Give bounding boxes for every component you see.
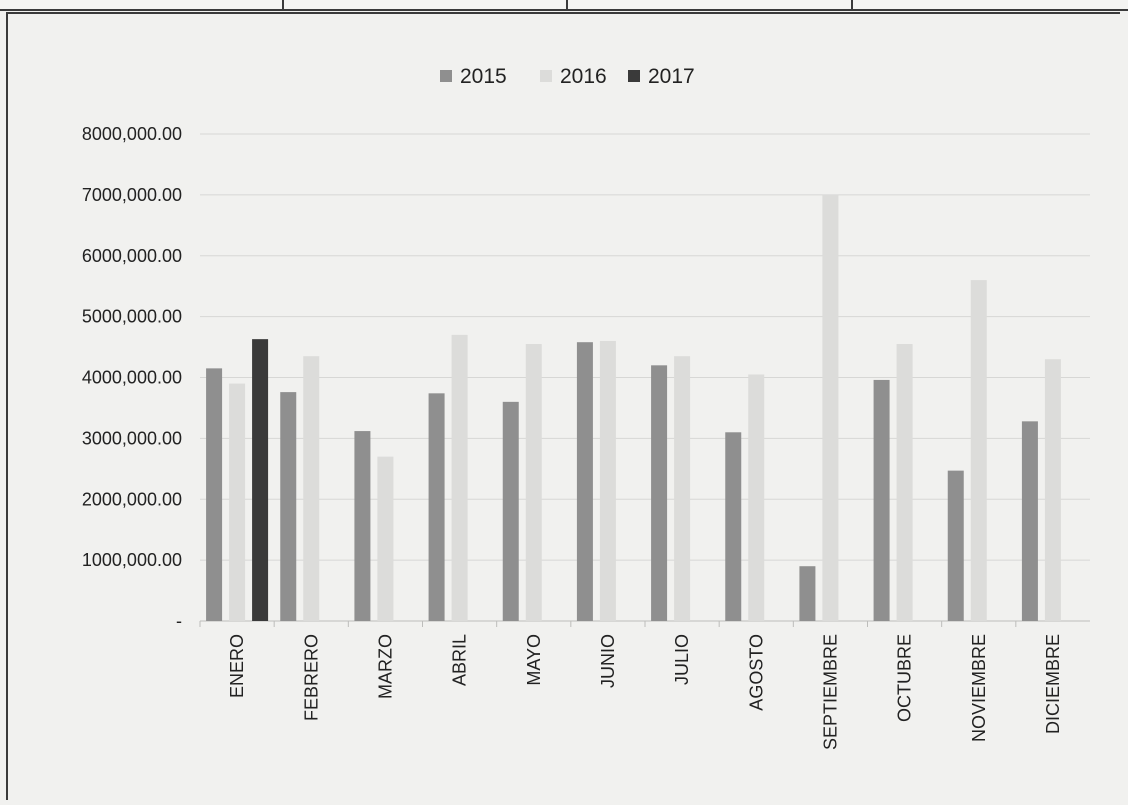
x-category-label: ENERO [227,634,247,698]
y-tick-label: - [176,611,182,631]
bar-2016-mayo [525,344,542,621]
bar-2016-abril [451,334,468,621]
bar-2016-julio [674,356,691,621]
legend-swatch-2015 [440,70,452,82]
bar-2015-octubre [873,379,890,621]
y-tick-label: 4000,000.00 [82,368,182,388]
table-top-row [0,0,1128,11]
bar-2015-junio [576,342,593,621]
y-axis: - 1000,000.00 2000,000.00 3000,000.00 4000,0… [82,124,182,631]
bar-2015-julio [651,365,668,621]
y-tick-label: 6000,000.00 [82,246,182,266]
bar-2016-marzo [377,456,394,621]
bar-2016-noviembre [970,280,987,621]
x-category-label: MAYO [524,634,544,686]
legend-swatch-2017 [628,70,640,82]
x-category-label: SEPTIEMBRE [820,634,840,750]
bar-2016-junio [599,340,616,621]
bar-2015-agosto [725,432,742,621]
bars [206,194,1061,621]
bar-2015-noviembre [947,470,964,621]
legend-label-2017: 2017 [648,65,695,88]
bar-2015-diciembre [1021,421,1038,621]
bar-2015-mayo [502,401,519,621]
x-category-label: MARZO [375,634,395,699]
bar-2015-febrero [280,392,297,621]
bar-2015-marzo [354,431,371,621]
bar-2016-agosto [748,374,765,621]
y-tick-label: 7000,000.00 [82,185,182,205]
y-tick-label: 3000,000.00 [82,428,182,448]
bar-2017-enero [252,339,269,621]
x-category-label: OCTUBRE [895,634,915,722]
bar-2016-septiembre [822,194,839,621]
bar-2015-abril [428,393,445,621]
y-tick-label: 1000,000.00 [82,550,182,570]
bar-2016-octubre [896,344,913,621]
x-category-label: JUNIO [598,634,618,688]
legend: 2015 2016 2017 [440,65,695,88]
x-category-label: FEBRERO [301,634,321,721]
legend-label-2015: 2015 [460,65,507,88]
x-category-label: JULIO [672,634,692,685]
y-tick-label: 2000,000.00 [82,489,182,509]
bar-2016-enero [229,383,246,621]
x-category-label: DICIEMBRE [1043,634,1063,734]
bar-2016-diciembre [1044,359,1061,621]
bar-2015-septiembre [799,566,816,621]
bar-2016-febrero [303,356,320,621]
x-axis: ENERO FEBRERO MARZO ABRIL MAYO JUNIO JULIO AGOS… [199,621,1063,750]
bar-2015-enero [206,368,223,621]
x-category-label: AGOSTO [746,634,766,711]
y-tick-label: 5000,000.00 [82,307,182,327]
x-category-label: NOVIEMBRE [969,634,989,742]
legend-swatch-2016 [540,70,552,82]
y-tick-label: 8000,000.00 [82,124,182,144]
chart-frame [6,12,1120,800]
legend-label-2016: 2016 [560,65,607,88]
x-category-label: ABRIL [450,634,470,686]
